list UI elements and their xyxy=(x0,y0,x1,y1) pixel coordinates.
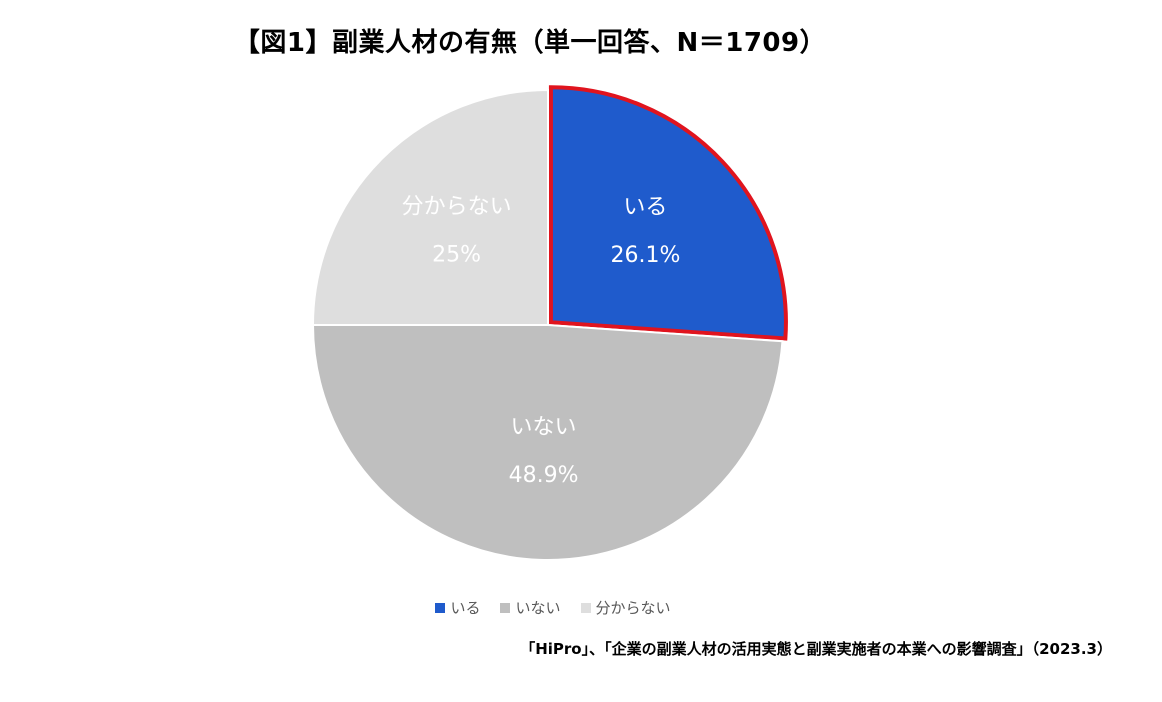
slice-value-1: 48.9% xyxy=(509,463,579,488)
slice-label-2: 分からない xyxy=(402,195,512,220)
legend-label-2: 分からない xyxy=(595,599,671,617)
pie-slice-0 xyxy=(548,85,788,341)
pie-slice-2 xyxy=(311,88,549,326)
legend-label-1: いない xyxy=(515,599,561,617)
legend-item-0: いる xyxy=(435,597,480,618)
slice-label-0: いる xyxy=(623,195,667,220)
legend-item-2: 分からない xyxy=(580,597,671,618)
legend-swatch-1 xyxy=(500,602,511,613)
source-citation: 「HiPro」、「企業の副業人材の活用実態と副業実施者の本業への影響調査」（20… xyxy=(520,640,1112,658)
chart-title: 【図1】副業人材の有無（単一回答、N＝1709） xyxy=(233,28,827,58)
pie-slice-1 xyxy=(311,324,784,561)
slice-value-0: 26.1% xyxy=(610,243,680,268)
slice-value-2: 25% xyxy=(432,243,481,268)
chart-legend: いる いない 分からない xyxy=(0,597,1106,618)
legend-swatch-2 xyxy=(580,602,591,613)
legend-item-1: いない xyxy=(500,597,561,618)
legend-label-0: いる xyxy=(450,599,481,617)
slice-label-1: いない xyxy=(511,415,577,440)
legend-swatch-0 xyxy=(435,602,446,613)
